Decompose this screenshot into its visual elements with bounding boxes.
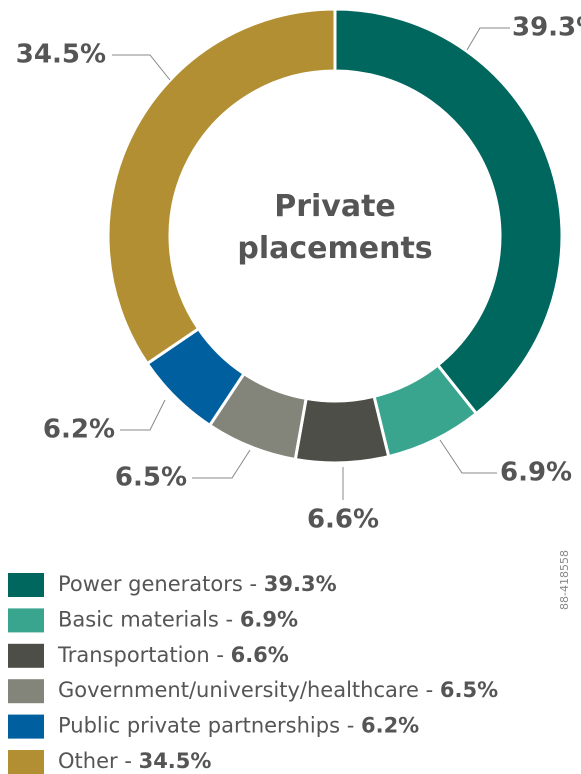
legend-swatch (8, 750, 44, 774)
donut-segment (293, 394, 391, 465)
legend-category: Transportation (57, 643, 210, 667)
legend-label: Government/university/healthcare - 6.5% (58, 678, 498, 702)
legend-label: Power generators - 39.3% (58, 572, 337, 596)
leader-line (466, 27, 510, 51)
legend-label: Other - 34.5% (58, 749, 211, 773)
leader-line (192, 449, 251, 479)
legend-category: Public private partnerships (58, 714, 340, 738)
data-label: 6.9% (500, 458, 572, 488)
chart-title: Private placements (237, 189, 433, 266)
data-label: 39.3% (512, 13, 581, 43)
legend-category: Power generators (58, 572, 243, 596)
legend-label: Public private partnerships - 6.2% (58, 714, 419, 738)
legend-value: 6.6% (231, 643, 289, 667)
legend-swatch (8, 714, 44, 739)
legend-value: 34.5% (139, 749, 212, 773)
code: 88-418558 (558, 550, 571, 610)
data-label: 6.2% (43, 415, 115, 445)
donut-segment (106, 7, 337, 366)
legend-swatch (8, 679, 44, 704)
legend-value: 39.3% (264, 572, 337, 596)
legend-swatch (8, 573, 44, 597)
legend-separator: - (210, 643, 231, 667)
leader-line (112, 54, 171, 81)
donut-segment (333, 7, 564, 416)
leader-line (120, 399, 166, 431)
legend-swatch (8, 643, 44, 668)
legend-separator: - (219, 607, 240, 631)
legend-value: 6.5% (440, 678, 498, 702)
legend-value: 6.9% (240, 607, 298, 631)
data-label: 6.5% (115, 463, 187, 493)
leader-line (439, 439, 497, 474)
legend-separator: - (340, 714, 361, 738)
legend-label: Basic materials - 6.9% (58, 607, 298, 631)
legend-separator: - (419, 678, 440, 702)
legend-separator: - (118, 749, 139, 773)
legend-value: 6.2% (361, 714, 419, 738)
data-label: 34.5% (16, 40, 106, 70)
legend-label: Transportation - 6.6% (57, 643, 289, 667)
data-label: 6.6% (307, 505, 379, 535)
legend-category: Government/university/healthcare (58, 678, 419, 702)
legend-category: Other (58, 749, 118, 773)
legend-separator: - (243, 572, 264, 596)
legend-category: Basic materials (58, 607, 219, 631)
legend-swatch (8, 608, 44, 633)
